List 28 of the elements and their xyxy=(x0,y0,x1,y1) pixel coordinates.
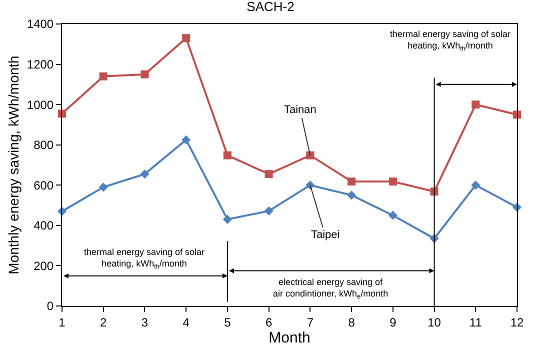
annotation: electrical energy saving of air condintioner, kWh$_{e}$/month xyxy=(273,277,388,301)
x-tick-label: 11 xyxy=(469,315,482,330)
y-tick-label: 1400 xyxy=(26,17,54,32)
x-axis-title: Month xyxy=(268,329,310,346)
annotation: thermal energy saving of solar heating, kWh$_{th}$/month xyxy=(390,29,511,53)
x-tick-label: 9 xyxy=(390,315,397,330)
chart-title: SACH-2 xyxy=(246,0,294,14)
x-tick-label: 8 xyxy=(348,315,356,330)
x-tick-label: 12 xyxy=(510,315,524,330)
text: Taipei xyxy=(311,229,340,241)
y-tick-label: 1000 xyxy=(26,98,54,112)
x-tick-label: 7 xyxy=(306,315,314,330)
x-tick-label: 6 xyxy=(265,315,272,330)
x-tick-label: 3 xyxy=(141,315,148,330)
x-tick-label: 2 xyxy=(100,315,108,330)
y-axis-title: Monthly energy saving, kWh/month xyxy=(5,56,22,274)
x-tick-label: 5 xyxy=(224,315,232,330)
x-tick-label: 4 xyxy=(182,315,190,330)
y-tick-label: 400 xyxy=(34,218,54,233)
y-tick-label: 600 xyxy=(34,178,54,192)
annotation: thermal energy saving of solar heating, kWh$_{th}$/month xyxy=(84,247,205,271)
x-tick-label: 1 xyxy=(58,315,66,330)
text: Tainan xyxy=(284,104,316,116)
y-tick-label: 1200 xyxy=(26,57,54,72)
y-tick-label: 0 xyxy=(46,299,54,314)
y-tick-label: 800 xyxy=(34,138,54,152)
y-tick-label: 200 xyxy=(34,258,54,273)
x-tick-label: 10 xyxy=(428,315,442,330)
